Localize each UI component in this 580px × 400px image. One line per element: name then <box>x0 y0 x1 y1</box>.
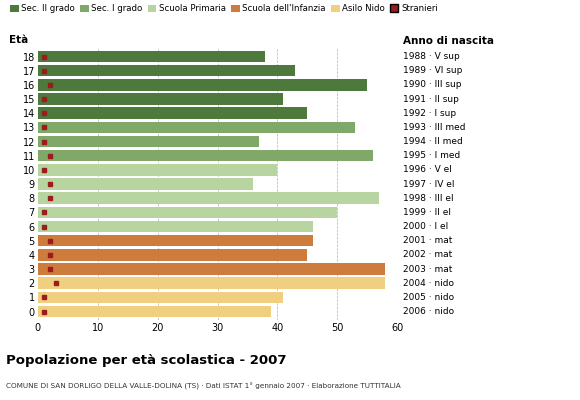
Bar <box>38 206 338 218</box>
Bar <box>38 221 313 232</box>
Bar <box>38 235 313 246</box>
Text: 1989 · VI sup: 1989 · VI sup <box>403 66 462 75</box>
Bar <box>38 292 284 303</box>
Text: 1990 · III sup: 1990 · III sup <box>403 80 462 89</box>
Bar <box>38 122 356 133</box>
Text: 2003 · mat: 2003 · mat <box>403 264 452 274</box>
Bar <box>38 306 271 317</box>
Text: 1991 · II sup: 1991 · II sup <box>403 94 459 104</box>
Text: COMUNE DI SAN DORLIGO DELLA VALLE-DOLINA (TS) · Dati ISTAT 1° gennaio 2007 · Ela: COMUNE DI SAN DORLIGO DELLA VALLE-DOLINA… <box>6 383 401 390</box>
Text: 2006 · nido: 2006 · nido <box>403 307 454 316</box>
Text: Età: Età <box>9 35 28 45</box>
Text: 1988 · V sup: 1988 · V sup <box>403 52 460 61</box>
Bar <box>38 178 253 190</box>
Bar <box>38 79 367 91</box>
Bar <box>38 65 295 76</box>
Bar <box>38 192 379 204</box>
Text: 2005 · nido: 2005 · nido <box>403 293 454 302</box>
Text: 1993 · III med: 1993 · III med <box>403 123 466 132</box>
Text: 2000 · I el: 2000 · I el <box>403 222 448 231</box>
Bar <box>38 164 277 176</box>
Bar <box>38 93 284 105</box>
Text: 1994 · II med: 1994 · II med <box>403 137 463 146</box>
Text: 2004 · nido: 2004 · nido <box>403 279 454 288</box>
Bar <box>38 277 385 289</box>
Text: 1996 · V el: 1996 · V el <box>403 165 452 174</box>
Text: 1995 · I med: 1995 · I med <box>403 151 461 160</box>
Legend: Sec. II grado, Sec. I grado, Scuola Primaria, Scuola dell'Infanzia, Asilo Nido, : Sec. II grado, Sec. I grado, Scuola Prim… <box>10 4 438 13</box>
Text: 1999 · II el: 1999 · II el <box>403 208 451 217</box>
Text: 2001 · mat: 2001 · mat <box>403 236 452 245</box>
Bar <box>38 107 307 119</box>
Text: 2002 · mat: 2002 · mat <box>403 250 452 259</box>
Bar <box>38 249 307 261</box>
Bar <box>38 263 385 275</box>
Text: 1998 · III el: 1998 · III el <box>403 194 454 203</box>
Bar <box>38 51 266 62</box>
Text: 1997 · IV el: 1997 · IV el <box>403 180 455 188</box>
Text: Popolazione per età scolastica - 2007: Popolazione per età scolastica - 2007 <box>6 354 287 367</box>
Text: 1992 · I sup: 1992 · I sup <box>403 109 456 118</box>
Text: Anno di nascita: Anno di nascita <box>403 36 494 46</box>
Bar <box>38 136 259 147</box>
Bar <box>38 150 374 162</box>
